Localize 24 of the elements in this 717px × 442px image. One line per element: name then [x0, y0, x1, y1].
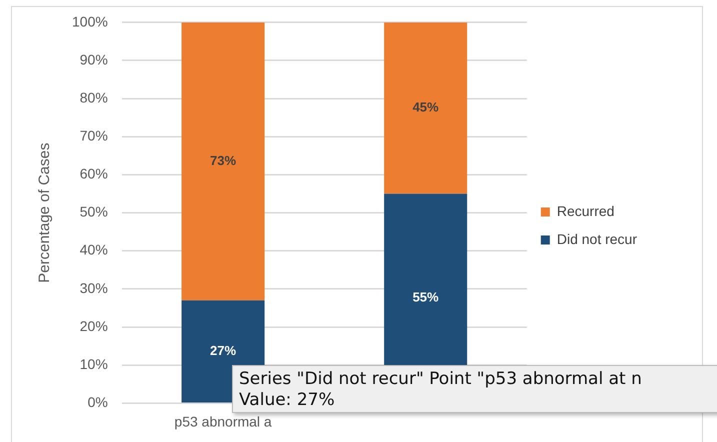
y-tick-label: 70% [80, 128, 108, 144]
y-axis-title: Percentage of Cases [36, 142, 54, 283]
annotation: Value: 27% [239, 390, 336, 411]
y-tick-label: 50% [80, 204, 108, 220]
y-tick-label: 60% [80, 166, 108, 182]
x-tick-label: p53 abnormal a [174, 413, 272, 430]
y-tick-label: 90% [80, 51, 108, 68]
y-tick-label: 80% [80, 89, 108, 106]
data-label: 45% [412, 100, 440, 115]
bar [384, 22, 468, 194]
data-label: 73% [210, 152, 237, 168]
y-tick-label: 10% [80, 356, 108, 372]
y-tick-label: 20% [80, 318, 108, 334]
y-tick-label: 30% [80, 280, 108, 296]
annotation: Series "Did not recur" Point "p53 abnormal at n [239, 369, 643, 390]
data-label: 27% [210, 342, 237, 358]
y-tick-label: 40% [80, 242, 108, 258]
bar [182, 22, 265, 300]
legend-label: Recurred [556, 202, 614, 219]
y-tick-label: 0% [88, 394, 108, 410]
tooltip-box: Series "Did not recur" Point "p53 abnormal at n Value: 27% [232, 365, 717, 413]
data-label: 55% [412, 290, 440, 305]
y-tick-label: 100% [72, 13, 108, 30]
legend-label: Did not recur [556, 230, 638, 247]
